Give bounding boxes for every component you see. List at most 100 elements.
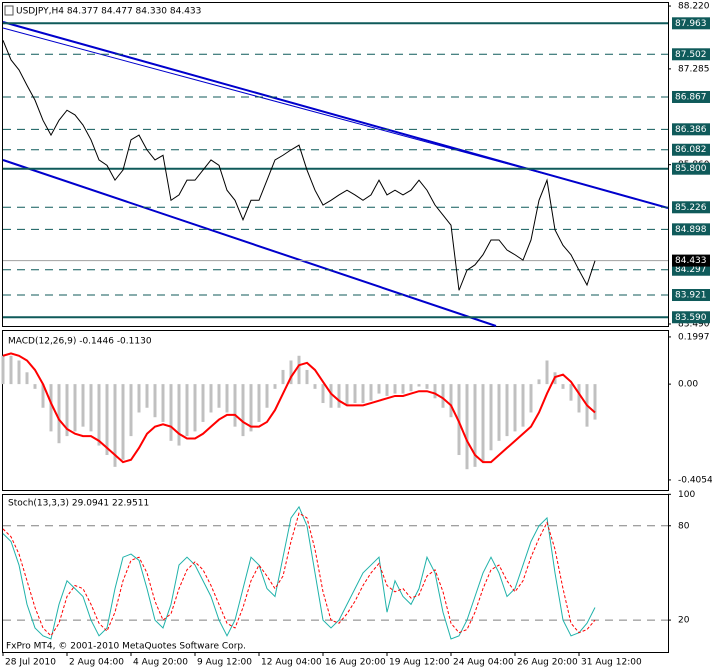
histogram-bar	[425, 384, 429, 389]
histogram-bar	[233, 384, 237, 427]
histogram-bar	[409, 384, 413, 392]
y-tick-label: 20	[678, 616, 690, 626]
histogram-bar	[241, 384, 245, 437]
histogram-bar	[257, 384, 261, 422]
y-tick-label: 88.220	[678, 2, 710, 12]
macd-title: MACD(12,26,9) -0.1446 -0.1130	[8, 337, 152, 347]
histogram-bar	[577, 384, 581, 413]
y-tick-label: 80	[678, 521, 690, 531]
level-box	[672, 223, 710, 236]
x-tick-label: 12 Aug 04:00	[261, 658, 322, 668]
last-price-box	[672, 254, 710, 267]
series-line	[2, 40, 596, 291]
histogram-bar	[17, 360, 21, 385]
histogram-bar	[65, 384, 69, 437]
x-tick-label: 9 Aug 12:00	[197, 658, 252, 668]
histogram-bar	[497, 384, 501, 441]
histogram-bar	[89, 384, 93, 432]
histogram-bar	[145, 384, 149, 408]
histogram-bar	[305, 369, 309, 385]
stoch-panel	[2, 494, 669, 653]
level-box	[672, 162, 710, 175]
histogram-bar	[481, 384, 485, 463]
histogram-bar	[361, 384, 365, 404]
histogram-bar	[249, 384, 253, 432]
x-tick-label: 4 Aug 20:00	[133, 658, 188, 668]
histogram-bar	[185, 384, 189, 437]
x-tick-label: 26 Aug 20:00	[517, 658, 578, 668]
histogram-bar	[281, 369, 285, 385]
histogram-bar	[41, 384, 45, 408]
level-label: 83.921	[675, 291, 707, 301]
series-line	[2, 505, 596, 640]
symbol-icon	[4, 5, 14, 16]
histogram-bar	[57, 384, 61, 444]
histogram-bar	[209, 384, 213, 413]
histogram-bar	[417, 384, 421, 387]
histogram-bar	[489, 384, 493, 451]
y-tick-label: -0.4054	[678, 475, 712, 485]
y-tick-label: 83.490	[678, 319, 710, 329]
histogram-bar	[97, 384, 101, 446]
histogram-bar	[113, 384, 117, 467]
histogram-bar	[153, 384, 157, 418]
level-label: 86.082	[675, 145, 707, 155]
level-label: 83.590	[675, 313, 707, 323]
stoch-title: Stoch(13,3,3) 29.0941 22.9511	[8, 499, 149, 509]
histogram-bar	[513, 384, 517, 432]
histogram-bar	[265, 384, 269, 408]
x-tick-label: 24 Aug 04:00	[453, 658, 514, 668]
histogram-bar	[321, 384, 325, 404]
histogram-bar	[49, 384, 53, 432]
chart-title: USDJPY,H4 84.377 84.477 84.330 84.433	[16, 7, 201, 17]
histogram-bar	[393, 384, 397, 394]
macd-panel	[2, 330, 669, 491]
histogram-bar	[529, 384, 533, 413]
histogram-bar	[1, 355, 5, 385]
level-box	[672, 311, 710, 324]
histogram-bar	[377, 384, 381, 394]
x-tick-label: 28 Jul 2010	[5, 658, 56, 668]
histogram-bar	[137, 384, 141, 413]
histogram-bar	[369, 384, 373, 401]
histogram-bar	[297, 355, 301, 385]
level-label: 84.297	[675, 265, 707, 275]
level-box	[672, 143, 710, 156]
level-box	[672, 17, 710, 30]
level-box	[672, 201, 710, 214]
histogram-bar	[457, 384, 461, 456]
histogram-bar	[33, 384, 37, 389]
last-price-label: 84.433	[675, 256, 707, 266]
histogram-bar	[129, 384, 133, 437]
histogram-bar	[273, 384, 277, 389]
histogram-bar	[201, 384, 205, 422]
series-line	[2, 512, 596, 637]
x-tick-label: 31 Aug 12:00	[581, 658, 642, 668]
histogram-bar	[465, 384, 469, 470]
histogram-bar	[121, 384, 125, 460]
histogram-bar	[225, 384, 229, 413]
level-label: 87.502	[675, 50, 707, 60]
histogram-bar	[337, 384, 341, 408]
trend-line	[2, 27, 591, 187]
histogram-bar	[449, 384, 453, 418]
x-tick-label: 2 Aug 04:00	[69, 658, 124, 668]
histogram-bar	[169, 384, 173, 441]
histogram-bar	[9, 355, 13, 385]
histogram-bar	[289, 360, 293, 385]
histogram-bar	[177, 384, 181, 446]
trend-line	[2, 159, 497, 327]
histogram-bar	[217, 384, 221, 408]
level-label: 85.226	[675, 203, 707, 213]
y-tick-label: 0.1997	[678, 332, 710, 342]
histogram-bar	[561, 384, 565, 389]
histogram-bar	[161, 384, 165, 422]
series-line	[2, 352, 596, 464]
level-box	[672, 48, 710, 61]
histogram-bar	[25, 372, 29, 385]
level-box	[672, 123, 710, 136]
copyright: FxPro MT4, © 2001-2010 MetaQuotes Softwa…	[6, 642, 246, 652]
histogram-bar	[385, 384, 389, 396]
